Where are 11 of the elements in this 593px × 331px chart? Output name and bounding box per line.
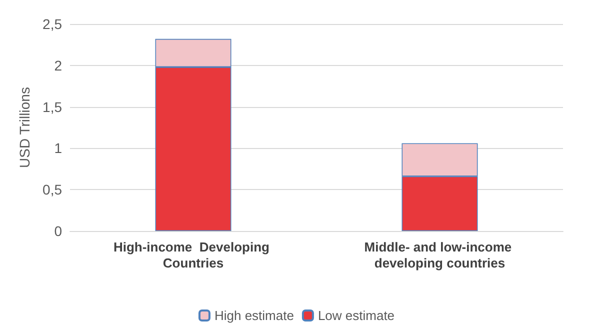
y-axis-title: USD Trillions xyxy=(16,87,33,168)
y-tick-label: 0 xyxy=(54,223,62,239)
y-tick-label: 2 xyxy=(54,57,62,74)
x-tick-label: High-income Developing Countries xyxy=(113,240,274,270)
y-tick-label: 2,5 xyxy=(42,16,62,32)
y-tick-label: 0,5 xyxy=(42,182,62,198)
y-tick-label: 1,5 xyxy=(42,98,62,115)
x-tick-label: Middle- and low-income developing countries xyxy=(364,240,516,270)
legend-label: High estimate xyxy=(214,308,294,323)
y-tick-label: 1 xyxy=(54,140,62,156)
legend-label: Low estimate xyxy=(318,308,395,323)
